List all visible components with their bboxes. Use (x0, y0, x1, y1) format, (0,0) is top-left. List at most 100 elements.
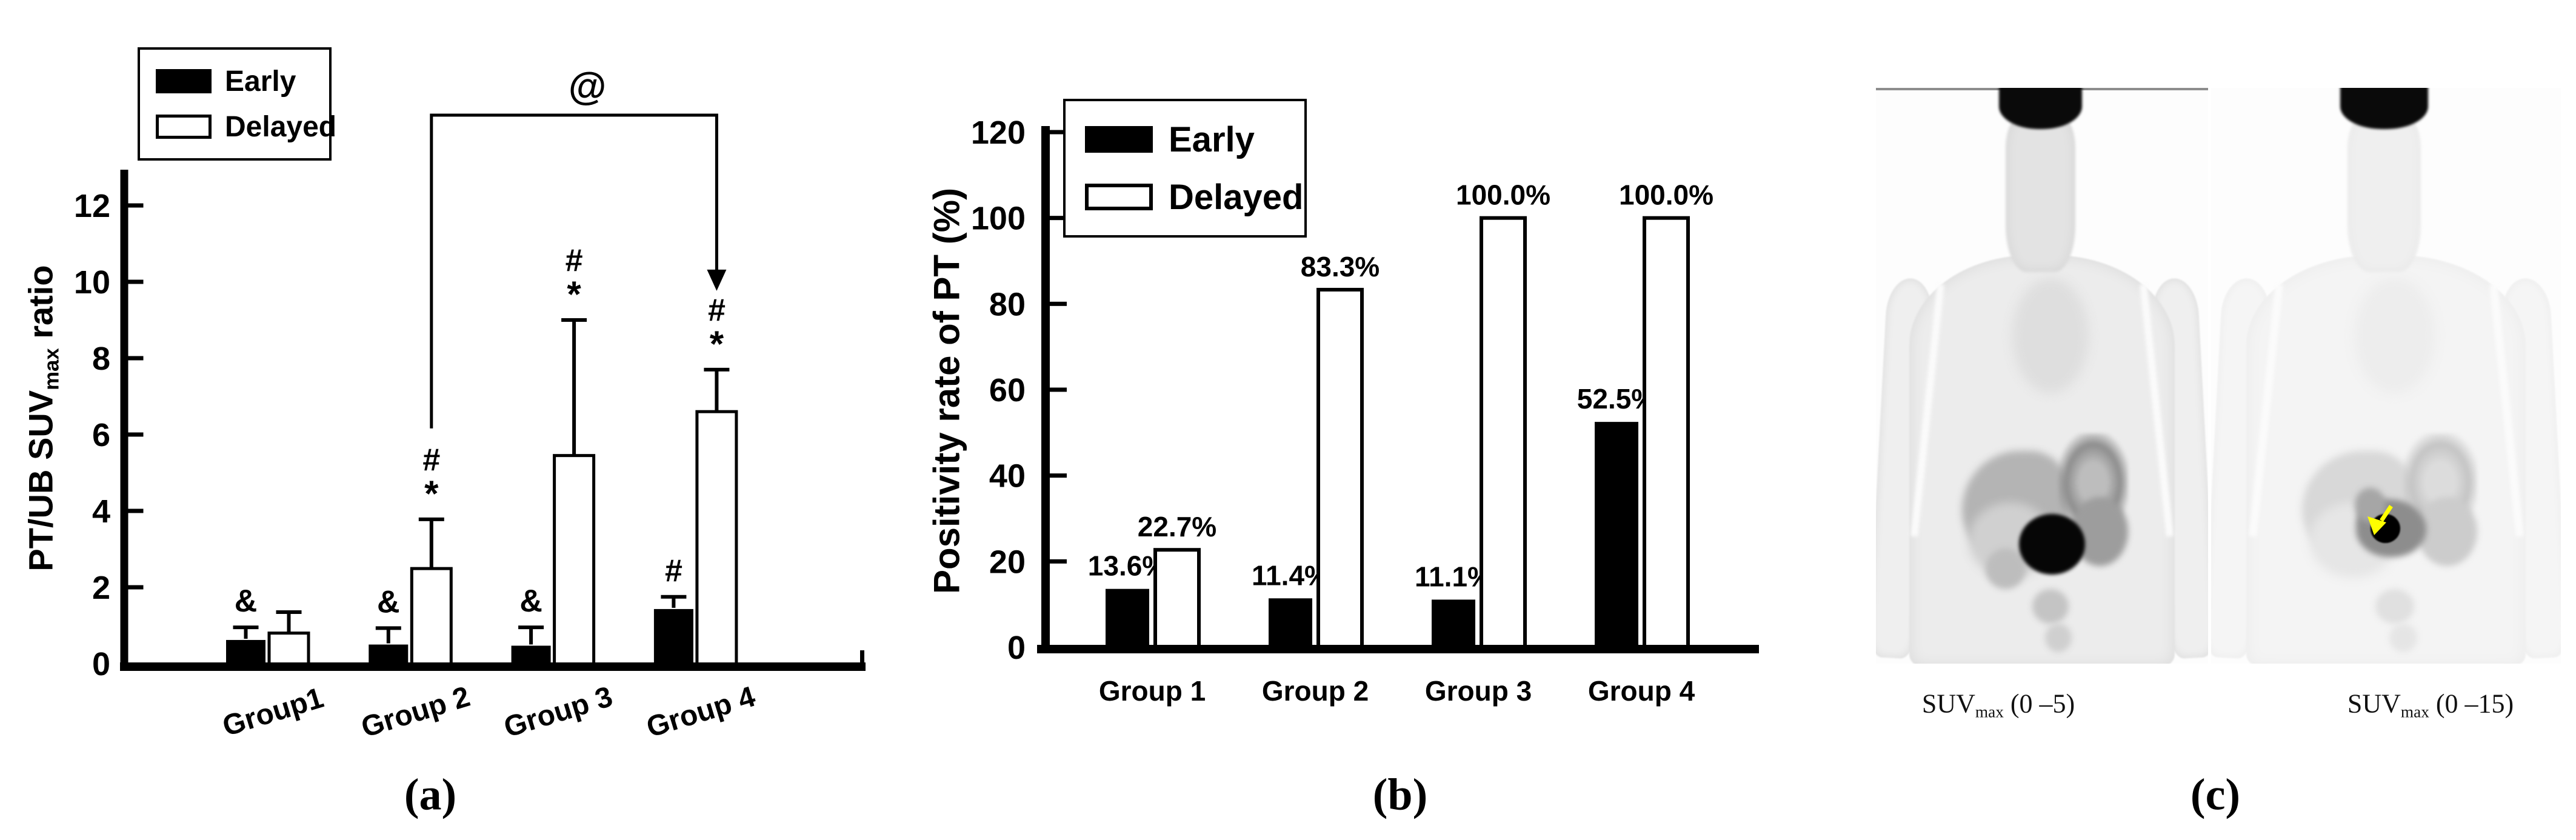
legend-label-early: Early (225, 65, 296, 98)
legend-label-delayed: Delayed (225, 110, 337, 143)
y-tick (1049, 473, 1067, 478)
sig-annotation: # (422, 442, 440, 478)
sig-annotation: # (708, 293, 726, 328)
value-label: 11.4% (1252, 559, 1329, 591)
y-tick (127, 585, 144, 590)
y-tick-label: 20 (989, 544, 1026, 580)
y-tick (127, 508, 144, 513)
x-category-label: Group 4 (1588, 675, 1695, 707)
y-axis-title-b: Positivity rate of PT (%) (926, 187, 967, 595)
value-label: 11.1% (1415, 561, 1492, 592)
y-tick-label: 0 (92, 646, 110, 682)
y-tick (1049, 301, 1067, 306)
y-axis-title-a-text: PT/UB SUV (21, 390, 60, 572)
pet-head (2340, 88, 2428, 130)
pet-neck (2005, 116, 2075, 272)
y-tick-label: 120 (971, 115, 1026, 151)
x-category-label: Group 2 (1262, 675, 1369, 707)
suv-window-label-left: SUVmax (0 –5) (1922, 688, 2075, 722)
value-label: 100.0% (1456, 179, 1550, 211)
x-category-label: Group 3 (500, 681, 616, 744)
sig-annotation: # (665, 553, 682, 588)
suv-label-range: (0 –15) (2429, 688, 2514, 719)
x-category-label: Group 2 (358, 681, 473, 744)
legend-row-delayed: Delayed (156, 110, 336, 144)
bar-b-delayed-group3 (1480, 216, 1527, 653)
y-tick (127, 279, 144, 284)
suv-window-label-right: SUVmax (0 –15) (2347, 688, 2514, 722)
y-tick (127, 432, 144, 437)
sig-annotation: * (567, 274, 581, 315)
bar-a-delayed-group4 (695, 410, 738, 669)
y-tick-label: 4 (92, 493, 110, 530)
pet-bladder-hot (2018, 514, 2086, 575)
bar-a-delayed-group1 (267, 632, 310, 669)
x-category-label: Group 4 (643, 681, 759, 744)
bracket-arrow-head-icon (707, 269, 727, 291)
pet-mediastinum (2012, 278, 2089, 393)
y-tick-label: 12 (74, 188, 110, 224)
y-tick-label: 40 (989, 458, 1026, 495)
pet-mediastinum (2354, 278, 2435, 393)
y-tick (1049, 387, 1067, 392)
bar-b-early-group3 (1432, 599, 1475, 651)
pet-neck (2347, 116, 2421, 272)
y-tick-label: 80 (989, 286, 1026, 322)
bar-b-early-group1 (1106, 588, 1149, 651)
early-swatch-icon (1085, 126, 1153, 153)
lesion-arrow-canvas (2367, 505, 2393, 535)
y-axis-title-a-suffix: ratio (21, 265, 60, 348)
pet-mip-image-early-window (1876, 88, 2208, 664)
panel-label-c: (c) (2190, 770, 2241, 820)
sig-annotation: * (710, 324, 724, 364)
pet-body-faint (2211, 88, 2561, 664)
legend-row-early: Early (156, 65, 329, 98)
suv-label-range: (0 –5) (2003, 688, 2075, 719)
legend-panel-b: Early Delayed (1063, 99, 1307, 238)
bar-b-delayed-group1 (1153, 548, 1201, 653)
y-tick-label: 60 (989, 372, 1026, 408)
pet-mip-image-delayed-window (2211, 88, 2561, 664)
suv-label-text: SUV (1921, 688, 1975, 719)
sig-annotation: * (424, 473, 439, 514)
legend-label-early: Early (1169, 119, 1255, 159)
panel-label-a: (a) (404, 770, 457, 820)
y-tick (1049, 130, 1067, 135)
y-tick (1049, 216, 1067, 221)
y-tick-label: 2 (92, 570, 110, 606)
delayed-swatch-icon (156, 115, 212, 139)
bar-b-early-group2 (1269, 598, 1312, 651)
pet-head (1998, 88, 2082, 130)
panel-label-b: (b) (1372, 770, 1428, 820)
bar-a-delayed-group2 (410, 567, 453, 669)
pet-pelvic-activity (2389, 623, 2418, 652)
bracket-label: @ (569, 64, 606, 108)
sig-annotation: & (377, 584, 400, 619)
bar-b-delayed-group2 (1316, 287, 1364, 653)
y-tick-label: 8 (92, 341, 110, 377)
y-axis-spine-b (1041, 126, 1050, 653)
value-label: 83.3% (1301, 251, 1380, 282)
sig-annotation: & (519, 584, 542, 619)
sig-annotation: # (566, 243, 583, 278)
suv-label-subscript: max (2400, 702, 2429, 721)
legend-row-early: Early (1085, 119, 1304, 160)
x-category-label: Group1 (219, 682, 327, 743)
y-axis-spine-a (120, 170, 128, 671)
bar-a-delayed-group3 (553, 454, 596, 669)
bar-a-early-group4 (653, 608, 693, 667)
x-axis-baseline-b (1037, 645, 1759, 653)
x-category-label: Group 1 (1099, 675, 1206, 707)
x-axis-end-tick (860, 650, 864, 662)
value-label: 100.0% (1619, 179, 1713, 211)
y-tick (127, 356, 144, 361)
value-label: 22.7% (1138, 511, 1216, 542)
suv-label-subscript: max (1975, 702, 2004, 721)
x-category-label: Group 3 (1425, 675, 1532, 707)
legend-panel-a: Early Delayed (138, 47, 336, 161)
pet-pelvic-activity (2375, 588, 2414, 624)
bar-b-early-group4 (1595, 422, 1638, 651)
pet-pelvic-activity (2032, 588, 2069, 624)
